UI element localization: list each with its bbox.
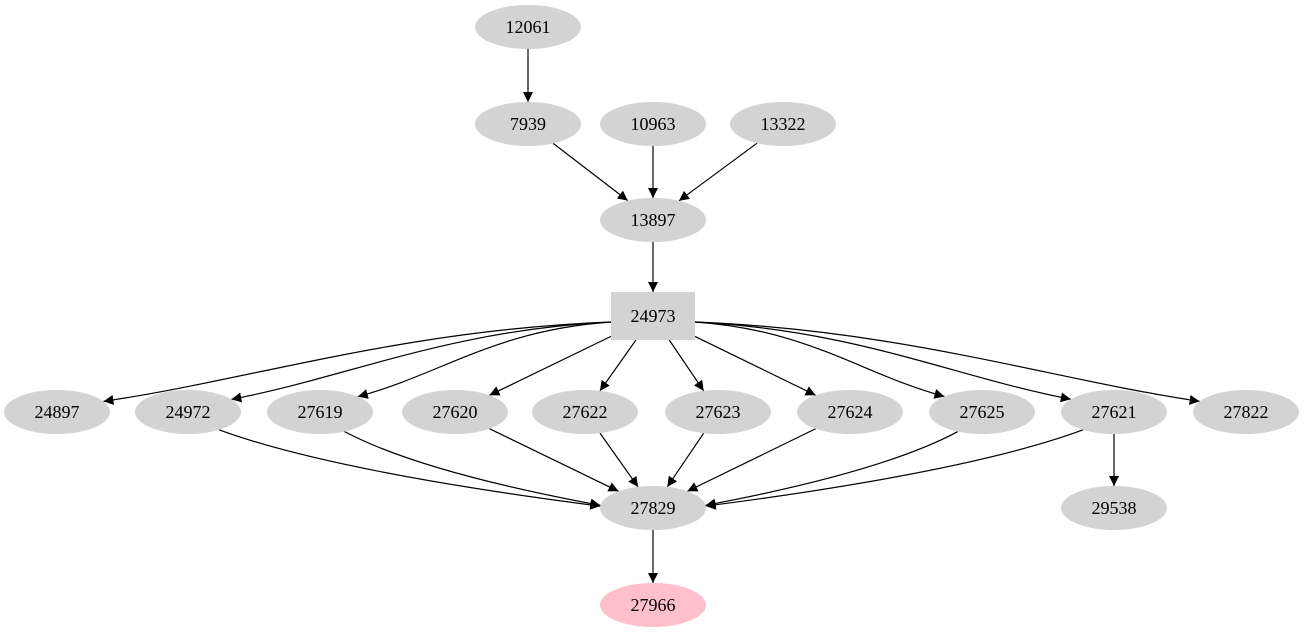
node-27623[interactable]: 27623: [665, 390, 771, 434]
node-label: 24897: [35, 402, 80, 422]
node-label: 27622: [563, 402, 608, 422]
node-27822[interactable]: 27822: [1193, 390, 1299, 434]
node-27966[interactable]: 27966: [600, 583, 706, 627]
node-24973[interactable]: 24973: [611, 292, 695, 340]
node-ellipse: [1061, 486, 1167, 530]
edge-24973-to-27619: [357, 321, 612, 399]
edge-27623-to-27829: [666, 432, 705, 488]
edge-24973-to-27822: [694, 321, 1200, 405]
node-label: 7939: [510, 114, 546, 134]
node-27829[interactable]: 27829: [600, 486, 706, 530]
node-ellipse: [4, 390, 110, 434]
edge-24973-to-27624: [694, 335, 816, 396]
node-label: 13897: [631, 210, 676, 230]
node-label: 27621: [1092, 402, 1137, 422]
node-27620[interactable]: 27620: [402, 390, 508, 434]
edge-27619-to-27829: [344, 431, 601, 509]
node-27619[interactable]: 27619: [267, 390, 373, 434]
node-13322[interactable]: 13322: [730, 102, 836, 146]
node-27622[interactable]: 27622: [532, 390, 638, 434]
node-7939[interactable]: 7939: [475, 102, 581, 146]
node-24972[interactable]: 24972: [135, 390, 241, 434]
node-12061[interactable]: 12061: [475, 5, 581, 49]
edge-24973-to-24897: [103, 321, 612, 405]
node-ellipse: [402, 390, 508, 434]
node-ellipse: [532, 390, 638, 434]
node-ellipse: [600, 486, 706, 530]
node-label: 13322: [761, 114, 806, 134]
edge-24973-to-27621: [694, 321, 1071, 403]
node-label: 12061: [506, 17, 551, 37]
edge-7939-to-13897: [552, 142, 629, 202]
node-24897[interactable]: 24897: [4, 390, 110, 434]
node-10963[interactable]: 10963: [600, 102, 706, 146]
node-ellipse: [267, 390, 373, 434]
node-ellipse: [665, 390, 771, 434]
edge-24973-to-24972: [231, 321, 612, 403]
edge-27621-to-27829: [705, 429, 1084, 510]
node-ellipse: [797, 390, 903, 434]
edge-24973-to-27622: [599, 339, 637, 392]
node-ellipse: [135, 390, 241, 434]
node-label: 27623: [696, 402, 741, 422]
node-29538[interactable]: 29538: [1061, 486, 1167, 530]
edge-24973-to-27625: [694, 321, 945, 399]
node-27624[interactable]: 27624: [797, 390, 903, 434]
node-label: 29538: [1092, 498, 1137, 518]
node-label: 27822: [1224, 402, 1269, 422]
edge-13322-to-13897: [678, 142, 758, 202]
node-label: 27624: [828, 402, 873, 422]
node-13897[interactable]: 13897: [600, 198, 706, 242]
edge-27624-to-27829: [687, 428, 816, 492]
node-ellipse: [600, 583, 706, 627]
node-ellipse: [600, 102, 706, 146]
node-label: 27829: [631, 498, 676, 518]
node-ellipse: [475, 102, 581, 146]
node-27625[interactable]: 27625: [929, 390, 1035, 434]
edge-24973-to-27623: [668, 339, 705, 392]
node-ellipse: [1193, 390, 1299, 434]
node-label: 10963: [631, 114, 676, 134]
node-label: 27619: [298, 402, 343, 422]
node-label: 27620: [433, 402, 478, 422]
node-label: 24973: [631, 306, 676, 326]
node-ellipse: [1061, 390, 1167, 434]
node-ellipse: [600, 198, 706, 242]
node-label: 24972: [166, 402, 211, 422]
node-label: 27966: [631, 595, 676, 615]
node-box: [611, 292, 695, 340]
edges-layer: [103, 49, 1200, 583]
node-ellipse: [475, 5, 581, 49]
edge-24972-to-27829: [218, 429, 601, 510]
node-label: 27625: [960, 402, 1005, 422]
edge-27622-to-27829: [599, 432, 639, 488]
edge-27620-to-27829: [489, 428, 619, 492]
nodes-layer: 12061 7939 10963 13322 13897 24973 24897 24972 2…: [4, 5, 1299, 627]
node-ellipse: [730, 102, 836, 146]
edge-24973-to-27620: [489, 335, 612, 396]
node-27621[interactable]: 27621: [1061, 390, 1167, 434]
edge-27625-to-27829: [705, 431, 959, 509]
node-ellipse: [929, 390, 1035, 434]
